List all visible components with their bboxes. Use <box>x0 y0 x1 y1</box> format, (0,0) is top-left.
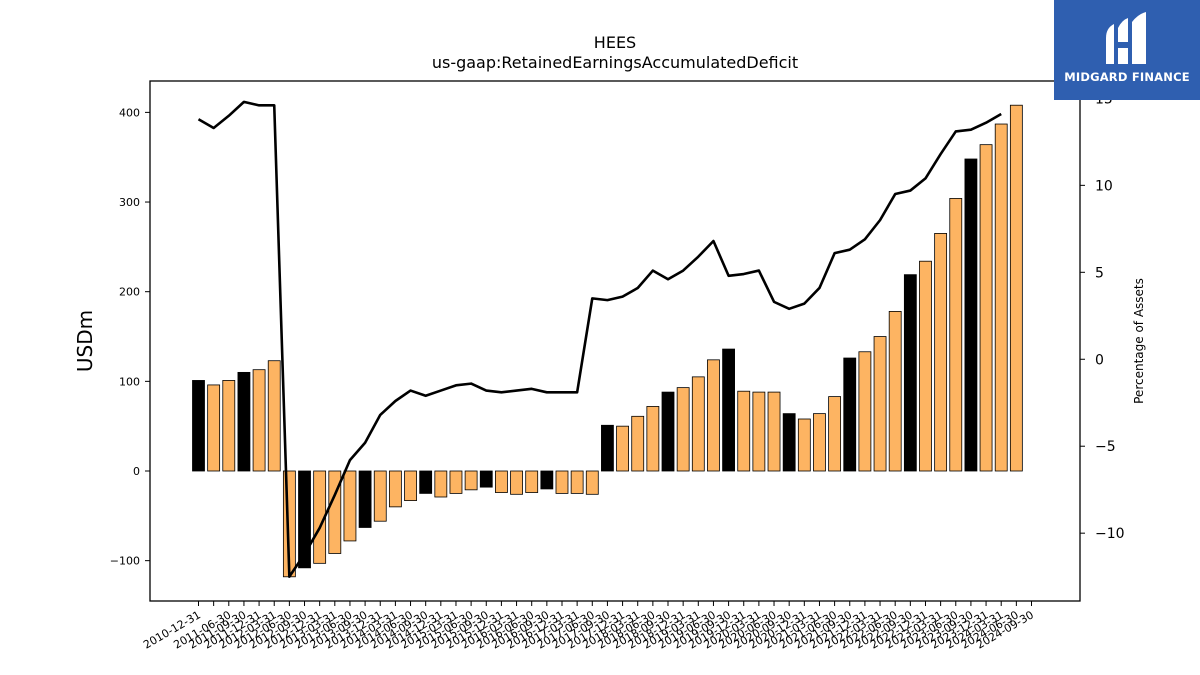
bar <box>388 470 402 508</box>
bar <box>858 351 872 472</box>
bar <box>298 470 311 569</box>
y-tick-label: 400 <box>119 106 140 119</box>
bar <box>1009 104 1023 472</box>
y2-tick-label: −10 <box>1095 526 1125 542</box>
bar <box>903 274 917 472</box>
bar-group <box>192 104 1023 578</box>
midgard-finance-logo: MIDGARD FINANCE <box>1054 0 1200 100</box>
bar <box>419 470 433 494</box>
y2-axis-label: Percentage of Assets <box>1132 278 1146 404</box>
bar <box>237 371 251 472</box>
bar <box>691 376 705 472</box>
logo-mark-icon <box>1106 12 1146 64</box>
right-axis: −10−5051015 <box>1080 91 1125 542</box>
bar <box>601 424 614 472</box>
bar <box>616 425 629 472</box>
bar <box>676 387 690 472</box>
bar <box>495 470 508 493</box>
bar <box>222 380 236 472</box>
y-tick-label: 0 <box>133 465 140 478</box>
bar <box>646 406 660 472</box>
y-tick-label: 200 <box>119 286 140 299</box>
bar <box>540 470 554 490</box>
bar <box>343 470 357 542</box>
bar <box>919 260 932 472</box>
bar <box>585 470 599 495</box>
bar <box>267 360 281 472</box>
bar <box>888 311 902 472</box>
bar <box>828 396 842 472</box>
bar <box>479 470 493 488</box>
y2-tick-label: 5 <box>1095 265 1104 281</box>
bar <box>661 391 675 472</box>
bar <box>752 391 766 472</box>
bar <box>813 413 826 472</box>
logo-text: MIDGARD FINANCE <box>1064 70 1190 84</box>
bar <box>207 384 221 472</box>
bar <box>449 470 463 494</box>
bar <box>525 470 539 493</box>
bar <box>464 470 478 491</box>
bar <box>722 348 735 472</box>
bar <box>404 470 417 501</box>
bar <box>843 357 857 472</box>
bar <box>994 123 1008 472</box>
bar <box>510 470 523 495</box>
bar <box>570 470 584 494</box>
bar <box>797 418 811 472</box>
bar <box>192 380 205 472</box>
bar <box>934 233 948 472</box>
left-axis: −100 0 100 200 300 400 <box>110 106 150 568</box>
bar <box>979 144 993 472</box>
bar <box>252 369 266 472</box>
y-tick-label: 300 <box>119 196 140 209</box>
bar <box>555 470 569 494</box>
y-tick-label: 100 <box>119 375 140 388</box>
bar <box>373 470 387 522</box>
bar <box>328 470 342 554</box>
y2-tick-label: 0 <box>1095 352 1104 368</box>
chart-subtitle: us-gaap:RetainedEarningsAccumulatedDefic… <box>432 53 798 72</box>
x-axis: 2010-12-312011-06-302011-09-302011-12-31… <box>141 601 1036 652</box>
bar <box>631 415 645 472</box>
y-axis-label: USDm <box>73 310 97 372</box>
bar <box>358 470 372 528</box>
bar <box>707 359 720 472</box>
bar <box>737 390 751 472</box>
line-group <box>197 100 1002 578</box>
y-tick-label: −100 <box>110 555 140 568</box>
series-line <box>197 100 1002 578</box>
plot-frame <box>149 80 1081 602</box>
bar <box>767 391 781 472</box>
bar <box>873 336 887 472</box>
y2-tick-label: −5 <box>1095 439 1116 455</box>
bar <box>949 198 963 472</box>
chart-title: HEES <box>594 33 636 52</box>
bar <box>434 470 448 498</box>
bar <box>782 413 796 472</box>
bar <box>964 158 978 472</box>
y2-tick-label: 10 <box>1095 178 1113 194</box>
